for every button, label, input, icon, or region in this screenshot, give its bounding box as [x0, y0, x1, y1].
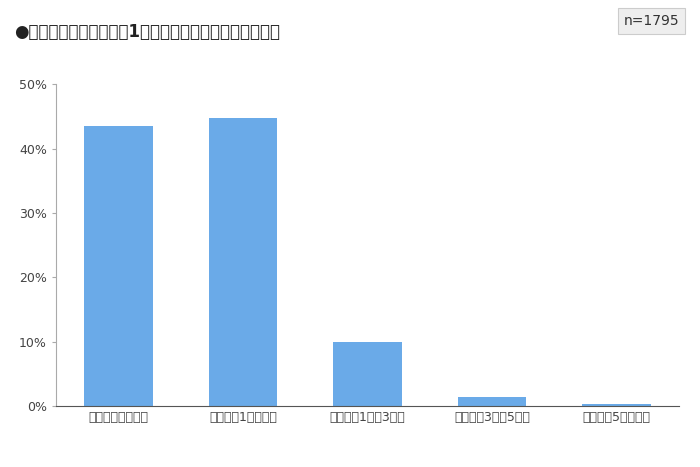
- Bar: [84, 126, 153, 406]
- Bar: [333, 342, 402, 406]
- Text: ●家計防衛で削減できた1ヶ月あたりの金額（単一回答）: ●家計防衛で削減できた1ヶ月あたりの金額（単一回答）: [14, 23, 280, 42]
- Bar: [458, 396, 526, 406]
- Bar: [582, 404, 651, 406]
- Bar: [209, 118, 277, 406]
- Text: n=1795: n=1795: [624, 14, 679, 28]
